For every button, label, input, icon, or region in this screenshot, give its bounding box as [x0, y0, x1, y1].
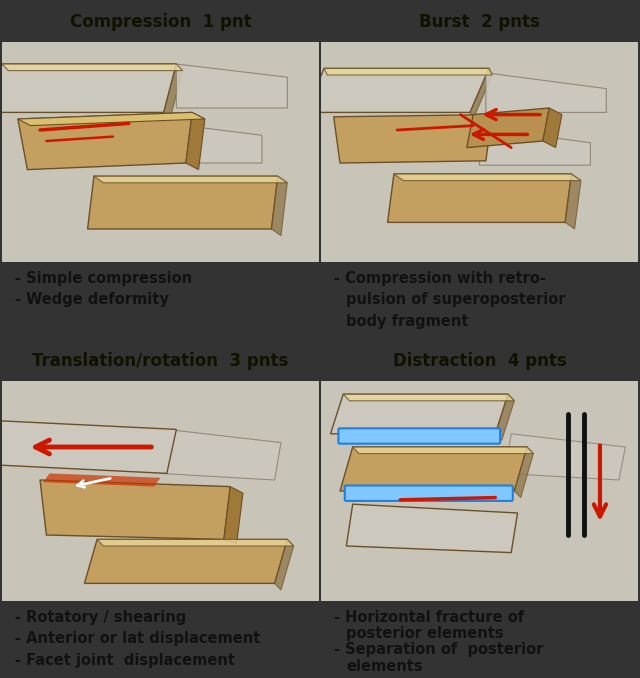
Polygon shape — [394, 174, 581, 180]
FancyBboxPatch shape — [339, 428, 500, 443]
Polygon shape — [515, 447, 533, 498]
Polygon shape — [2, 381, 319, 601]
Polygon shape — [18, 113, 192, 170]
Text: body fragment: body fragment — [346, 314, 469, 329]
Polygon shape — [186, 113, 205, 170]
Polygon shape — [275, 540, 294, 590]
Text: Burst  2 pnts: Burst 2 pnts — [419, 13, 540, 31]
Text: - Rotatory / shearing: - Rotatory / shearing — [15, 610, 186, 625]
Polygon shape — [2, 42, 319, 262]
Polygon shape — [94, 176, 287, 183]
Text: - Compression with retro-: - Compression with retro- — [333, 271, 545, 286]
Polygon shape — [40, 480, 230, 540]
Text: elements: elements — [346, 658, 423, 673]
Polygon shape — [88, 176, 278, 229]
Polygon shape — [167, 123, 262, 163]
Polygon shape — [0, 420, 177, 473]
Polygon shape — [0, 64, 177, 113]
Polygon shape — [486, 73, 606, 113]
Polygon shape — [177, 64, 287, 108]
Polygon shape — [321, 381, 638, 601]
Text: Translation/rotation  3 pnts: Translation/rotation 3 pnts — [32, 352, 289, 370]
Polygon shape — [333, 115, 492, 163]
Polygon shape — [388, 174, 572, 222]
Polygon shape — [2, 64, 182, 71]
Polygon shape — [479, 127, 591, 165]
Polygon shape — [44, 473, 161, 487]
FancyBboxPatch shape — [345, 485, 513, 501]
Polygon shape — [543, 108, 562, 148]
Polygon shape — [470, 68, 492, 119]
Polygon shape — [271, 176, 287, 235]
Polygon shape — [97, 540, 294, 546]
Text: - Facet joint  displacement: - Facet joint displacement — [15, 653, 235, 668]
Polygon shape — [18, 113, 205, 125]
Text: - Separation of  posterior: - Separation of posterior — [333, 643, 543, 658]
Text: pulsion of superoposterior: pulsion of superoposterior — [346, 292, 566, 307]
Polygon shape — [164, 64, 182, 119]
Polygon shape — [565, 174, 581, 229]
Polygon shape — [346, 504, 518, 553]
Text: - Simple compression: - Simple compression — [15, 271, 192, 286]
Text: - Horizontal fracture of: - Horizontal fracture of — [333, 610, 524, 625]
Polygon shape — [305, 68, 489, 113]
Text: - Anterior or lat displacement: - Anterior or lat displacement — [15, 631, 260, 646]
Polygon shape — [321, 42, 638, 262]
Text: posterior elements: posterior elements — [346, 626, 504, 641]
Polygon shape — [324, 68, 492, 75]
Polygon shape — [161, 429, 281, 480]
Text: - Wedge deformity: - Wedge deformity — [15, 292, 168, 307]
Polygon shape — [353, 447, 533, 454]
Polygon shape — [343, 394, 515, 401]
Polygon shape — [505, 434, 625, 480]
Polygon shape — [330, 394, 508, 434]
Text: Compression  1 pnt: Compression 1 pnt — [70, 13, 252, 31]
Polygon shape — [224, 487, 243, 544]
Polygon shape — [84, 540, 287, 583]
Polygon shape — [467, 108, 549, 148]
Polygon shape — [495, 394, 515, 441]
Polygon shape — [340, 447, 527, 491]
Text: Distraction  4 pnts: Distraction 4 pnts — [392, 352, 566, 370]
